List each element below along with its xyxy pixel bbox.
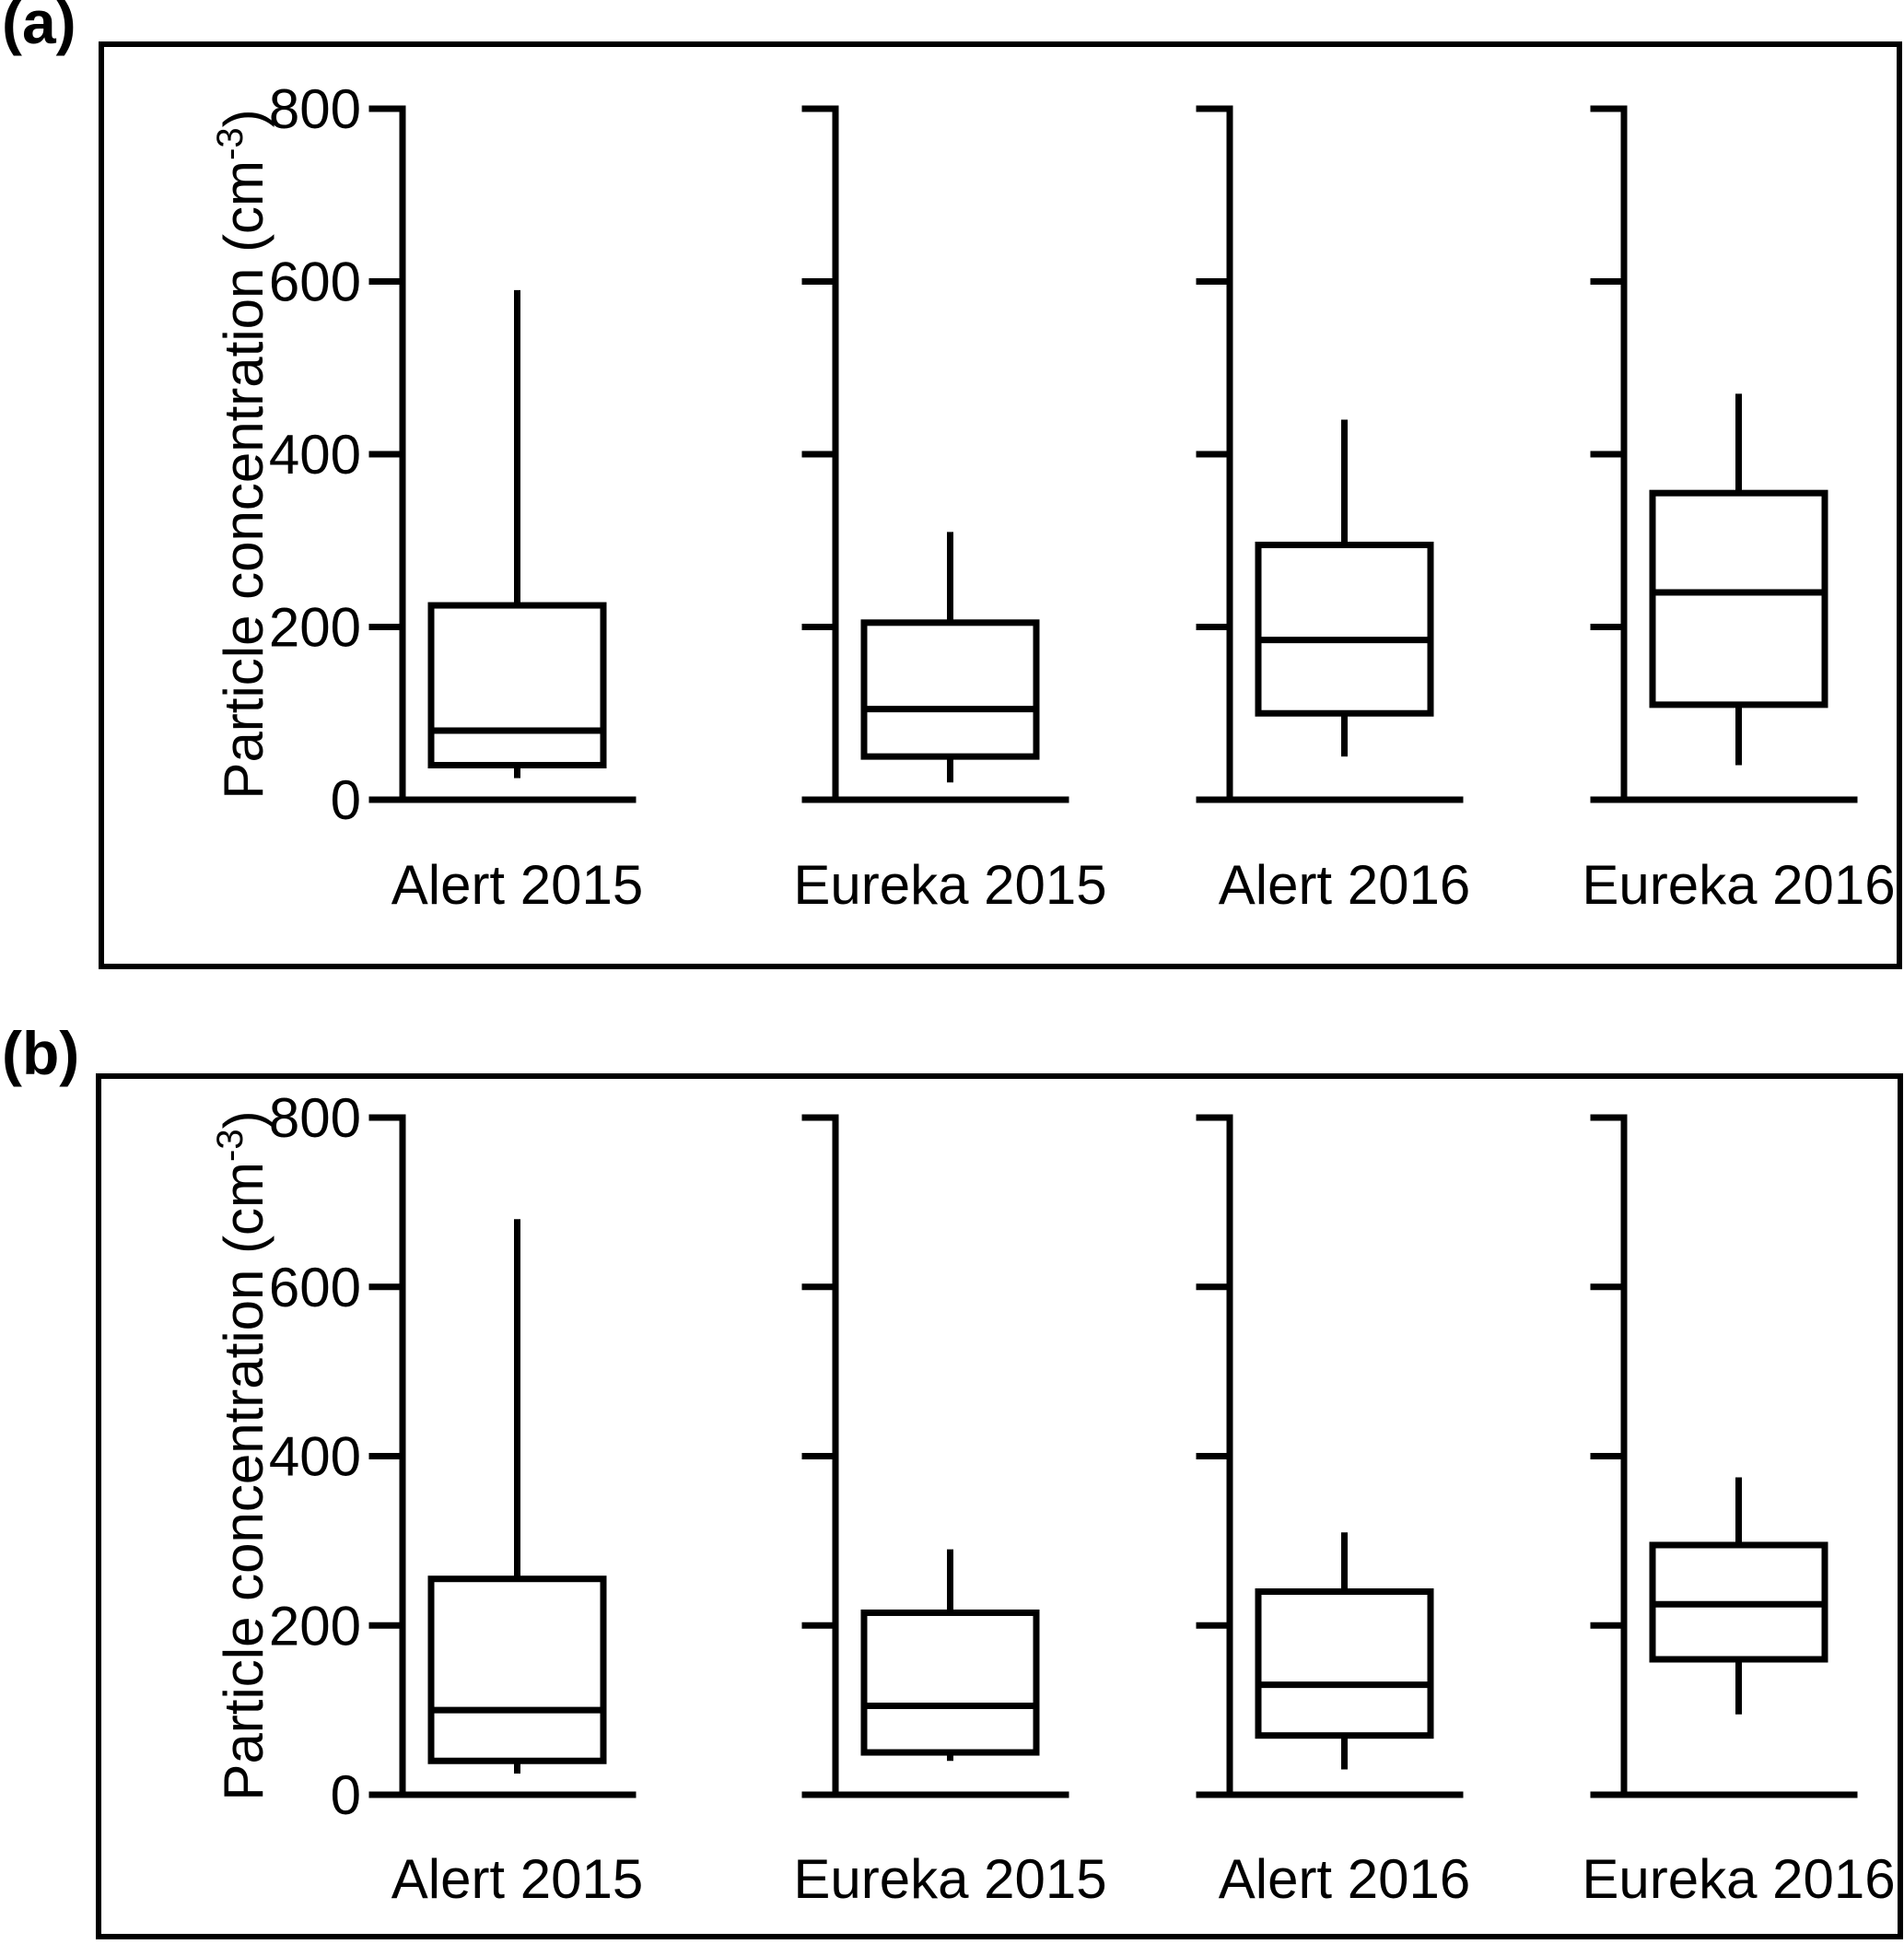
box (427, 602, 607, 768)
category-label: Alert 2016 (1219, 1848, 1471, 1910)
box (427, 1575, 607, 1764)
panel-b: (b) Particle concentration (cm-3) 0 200 40… (2, 1019, 1903, 1939)
panel-b-plot-area: 0 200 400 600 800 Alert 2015 Eureka 2015 Alert … (269, 1087, 1896, 1910)
subplot-alert-2016: Alert 2016 (1196, 1114, 1471, 1910)
category-label: Alert 2016 (1219, 854, 1471, 916)
panel-a-letter: (a) (2, 0, 76, 56)
panel-a-border (99, 41, 1902, 969)
subplot-eureka-2016: Eureka 2016 (1582, 1114, 1896, 1910)
panel-b-border (96, 1073, 1903, 1939)
panel-b-y-axis-title: Particle concentration (cm-3) (210, 1110, 275, 1800)
panel-a-plot-area: 0 200 400 600 800 Alert 2015 Eureka 2015 Alert … (269, 78, 1896, 916)
panel-b-letter: (b) (2, 1019, 79, 1087)
y-tick-label: 600 (269, 1257, 361, 1318)
subplot-eureka-2016: Eureka 2016 (1582, 105, 1896, 916)
panel-a-y-axis-title: Particle concentration (cm-3) (210, 109, 275, 799)
y-tick-label: 400 (269, 1426, 361, 1488)
subplot-alert-2016: Alert 2016 (1196, 105, 1471, 916)
y-tick-label: 400 (269, 424, 361, 486)
y-axis-title-superscript: -3 (210, 127, 251, 160)
category-label: Eureka 2015 (793, 1848, 1106, 1910)
subplot-alert-2015: 0 200 400 600 800 Alert 2015 (269, 78, 643, 916)
y-tick-label: 800 (269, 78, 361, 140)
y-axis-title-superscript: -3 (210, 1129, 251, 1162)
y-tick-label: 0 (331, 769, 361, 831)
panel-a: (a) Particle concentration (cm-3) 0 200 40… (2, 0, 1902, 969)
y-axis-title-suffix: ) (213, 1110, 275, 1129)
category-label: Alert 2015 (391, 1848, 644, 1910)
y-tick-label: 800 (269, 1087, 361, 1149)
category-label: Eureka 2016 (1582, 854, 1895, 916)
box (860, 619, 1040, 760)
y-axis-title-text: Particle concentration (cm (213, 1162, 275, 1801)
y-tick-label: 0 (331, 1764, 361, 1826)
y-tick-label: 600 (269, 252, 361, 313)
box (1255, 1588, 1434, 1739)
subplot-alert-2015: 0 200 400 600 800 Alert 2015 (269, 1087, 643, 1910)
category-label: Alert 2015 (391, 854, 644, 916)
subplot-eureka-2015: Eureka 2015 (793, 105, 1107, 916)
category-label: Eureka 2016 (1582, 1848, 1895, 1910)
subplot-eureka-2015: Eureka 2015 (793, 1114, 1107, 1910)
category-label: Eureka 2015 (793, 854, 1106, 916)
y-tick-label: 200 (269, 1595, 361, 1657)
box (1255, 541, 1434, 717)
y-axis-title-text: Particle concentration (cm (213, 160, 275, 800)
box (860, 1609, 1040, 1756)
y-tick-label: 200 (269, 597, 361, 659)
box (1649, 489, 1828, 709)
y-axis-title-suffix: ) (213, 109, 275, 127)
